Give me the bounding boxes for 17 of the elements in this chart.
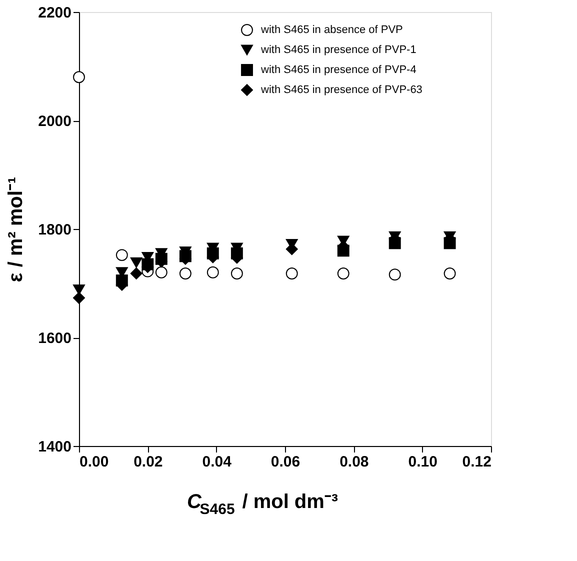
x-tick-label: 0.10 [408,454,438,470]
y-tick-label: 2000 [38,113,72,130]
x-tick-label: 0.06 [270,454,300,470]
y-tick-label: 1800 [38,222,72,238]
y-tick-label: 2200 [38,4,72,22]
x-tick-label: 0.08 [340,454,369,470]
x-tick-label: 0.00 [80,454,109,470]
legend-label: with S465 in presence of PVP-1 [260,44,416,56]
legend-label: with S465 in absence of PVP [260,24,403,36]
x-tick-label: 0.04 [202,454,232,470]
x-tick-label: 0.12 [462,454,492,470]
y-axis-title: ε / m² mol⁻¹ [5,176,28,282]
y-tick-label: 1600 [38,330,72,347]
y-tick-label: 1400 [38,438,72,456]
x-tick-label: 0.02 [134,454,163,470]
legend-label: with S465 in presence of PVP-4 [260,64,416,76]
legend-label: with S465 in presence of PVP-63 [260,84,422,96]
